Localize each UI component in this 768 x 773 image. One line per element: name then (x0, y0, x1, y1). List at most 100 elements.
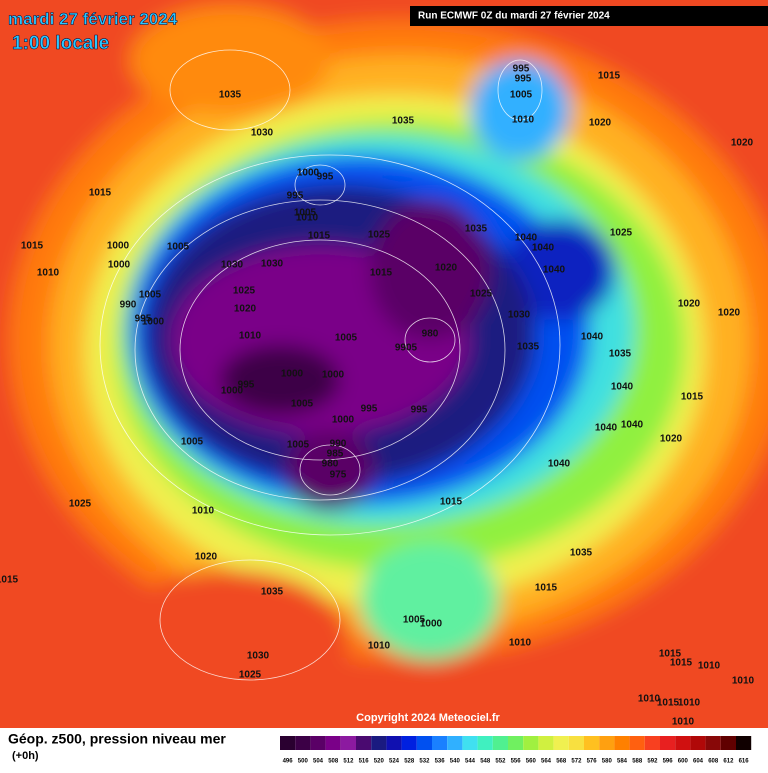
pressure-label: 1005 (403, 615, 426, 626)
colorbar-label: 564 (541, 759, 552, 765)
pressure-label: 1015 (657, 698, 680, 709)
colorbar-swatch (568, 736, 584, 750)
pressure-label: 1040 (581, 332, 604, 343)
pressure-label: 1025 (610, 228, 633, 239)
colorbar-label: 552 (495, 759, 506, 765)
pressure-label: 1030 (251, 128, 274, 139)
colorbar-swatch (325, 736, 341, 750)
pressure-label: 1020 (234, 304, 257, 315)
colorbar-label: 536 (435, 759, 446, 765)
pressure-label: 1015 (89, 188, 112, 199)
colorbar-label: 596 (663, 759, 674, 765)
colorbar-swatch (492, 736, 508, 750)
pressure-label: 1005 (181, 437, 204, 448)
pressure-label: 1025 (239, 670, 262, 681)
colorbar-swatch (432, 736, 448, 750)
pressure-label: 1010 (678, 698, 701, 709)
colorbar-label: 576 (587, 759, 598, 765)
pressure-label: 995 (515, 74, 532, 85)
pressure-label: 1005 (294, 208, 317, 219)
pressure-label: 1020 (660, 434, 683, 445)
pressure-label: 1040 (548, 459, 571, 470)
pressure-label: 1030 (221, 260, 244, 271)
colorbar-swatch (690, 736, 706, 750)
colorbar-swatch (447, 736, 463, 750)
pressure-label: 1005 (287, 440, 310, 451)
colorbar-label: 608 (708, 759, 719, 765)
colorbar-swatch (280, 736, 296, 750)
pressure-label: 990 (330, 439, 347, 450)
pressure-label: 1030 (508, 310, 531, 321)
colorbar-label: 496 (283, 759, 294, 765)
pressure-label: 1005 (291, 399, 314, 410)
pressure-label: 1010 (296, 213, 319, 224)
colorbar-label: 588 (632, 759, 643, 765)
pressure-label: 1040 (621, 420, 644, 431)
colorbar-swatch (295, 736, 311, 750)
colorbar-swatch (614, 736, 630, 750)
pressure-label: 1000 (332, 415, 355, 426)
colorbar-swatch (462, 736, 478, 750)
colorbar-label: 500 (298, 759, 309, 765)
pressure-label: 1010 (192, 506, 215, 517)
colorbar-swatch (386, 736, 402, 750)
colorbar-label: 612 (723, 759, 734, 765)
colorbar-label: 616 (739, 759, 750, 765)
colorbar-swatch (538, 736, 554, 750)
pressure-label: 1005 (510, 90, 533, 101)
pressure-label: 1015 (659, 649, 682, 660)
pressure-label: 1005 (335, 333, 358, 344)
pressure-label: 1000 (108, 260, 131, 271)
colorbar-swatch (644, 736, 660, 750)
colorbar-swatch (508, 736, 524, 750)
run-text: Run ECMWF 0Z du mardi 27 février 2024 (418, 11, 610, 22)
colorbar-swatch (401, 736, 417, 750)
colorbar-label: 532 (419, 759, 430, 765)
pressure-label: 1015 (440, 497, 463, 508)
colorbar-label: 568 (556, 759, 567, 765)
pressure-label: 995 (135, 314, 152, 325)
pressure-labels: 1035103010351015101510101000100010051030… (0, 64, 755, 728)
colorbar-swatch (720, 736, 736, 750)
pressure-label: 1035 (219, 90, 242, 101)
colorbar-label: 524 (389, 759, 400, 765)
pressure-label: 1000 (221, 386, 244, 397)
colorbar-swatch (416, 736, 432, 750)
pressure-label: 1000 (322, 370, 345, 381)
pressure-label: 1000 (142, 317, 165, 328)
pressure-label: 1035 (392, 116, 415, 127)
colorbar-label: 592 (647, 759, 658, 765)
colorbar-label: 504 (313, 759, 324, 765)
pressure-label: 1040 (532, 243, 555, 254)
pressure-label: 1015 (0, 575, 19, 586)
colorbar-swatch (629, 736, 645, 750)
pressure-label: 995 (411, 405, 428, 416)
pressure-label: 1010 (37, 268, 60, 279)
pressure-label: 1040 (611, 382, 634, 393)
pressure-label: 1015 (370, 268, 393, 279)
isobars (99, 49, 561, 681)
pressure-label: 1040 (543, 265, 566, 276)
colorbar-label: 508 (328, 759, 339, 765)
colorbar-label: 512 (343, 759, 354, 765)
colorbar-label: 580 (602, 759, 613, 765)
colorbar-label: 572 (571, 759, 582, 765)
pressure-label: 1015 (598, 71, 621, 82)
colorbar-swatch (477, 736, 493, 750)
colorbar-label: 600 (678, 759, 689, 765)
pressure-label: 1035 (517, 342, 540, 353)
pressure-label: 1010 (512, 115, 535, 126)
colorbar-label: 544 (465, 759, 476, 765)
colorbar-label: 548 (480, 759, 491, 765)
colorbar-swatch (310, 736, 326, 750)
pressure-label: 1010 (698, 661, 721, 672)
colorbar-swatch (553, 736, 569, 750)
pressure-label: 1010 (239, 331, 262, 342)
pressure-label: 1010 (368, 641, 391, 652)
colorbar-swatch (736, 736, 752, 750)
pressure-label: 995 (513, 64, 530, 75)
colorbar-label: 520 (374, 759, 385, 765)
colorbar-swatch (584, 736, 600, 750)
pressure-label: 1020 (589, 118, 612, 129)
